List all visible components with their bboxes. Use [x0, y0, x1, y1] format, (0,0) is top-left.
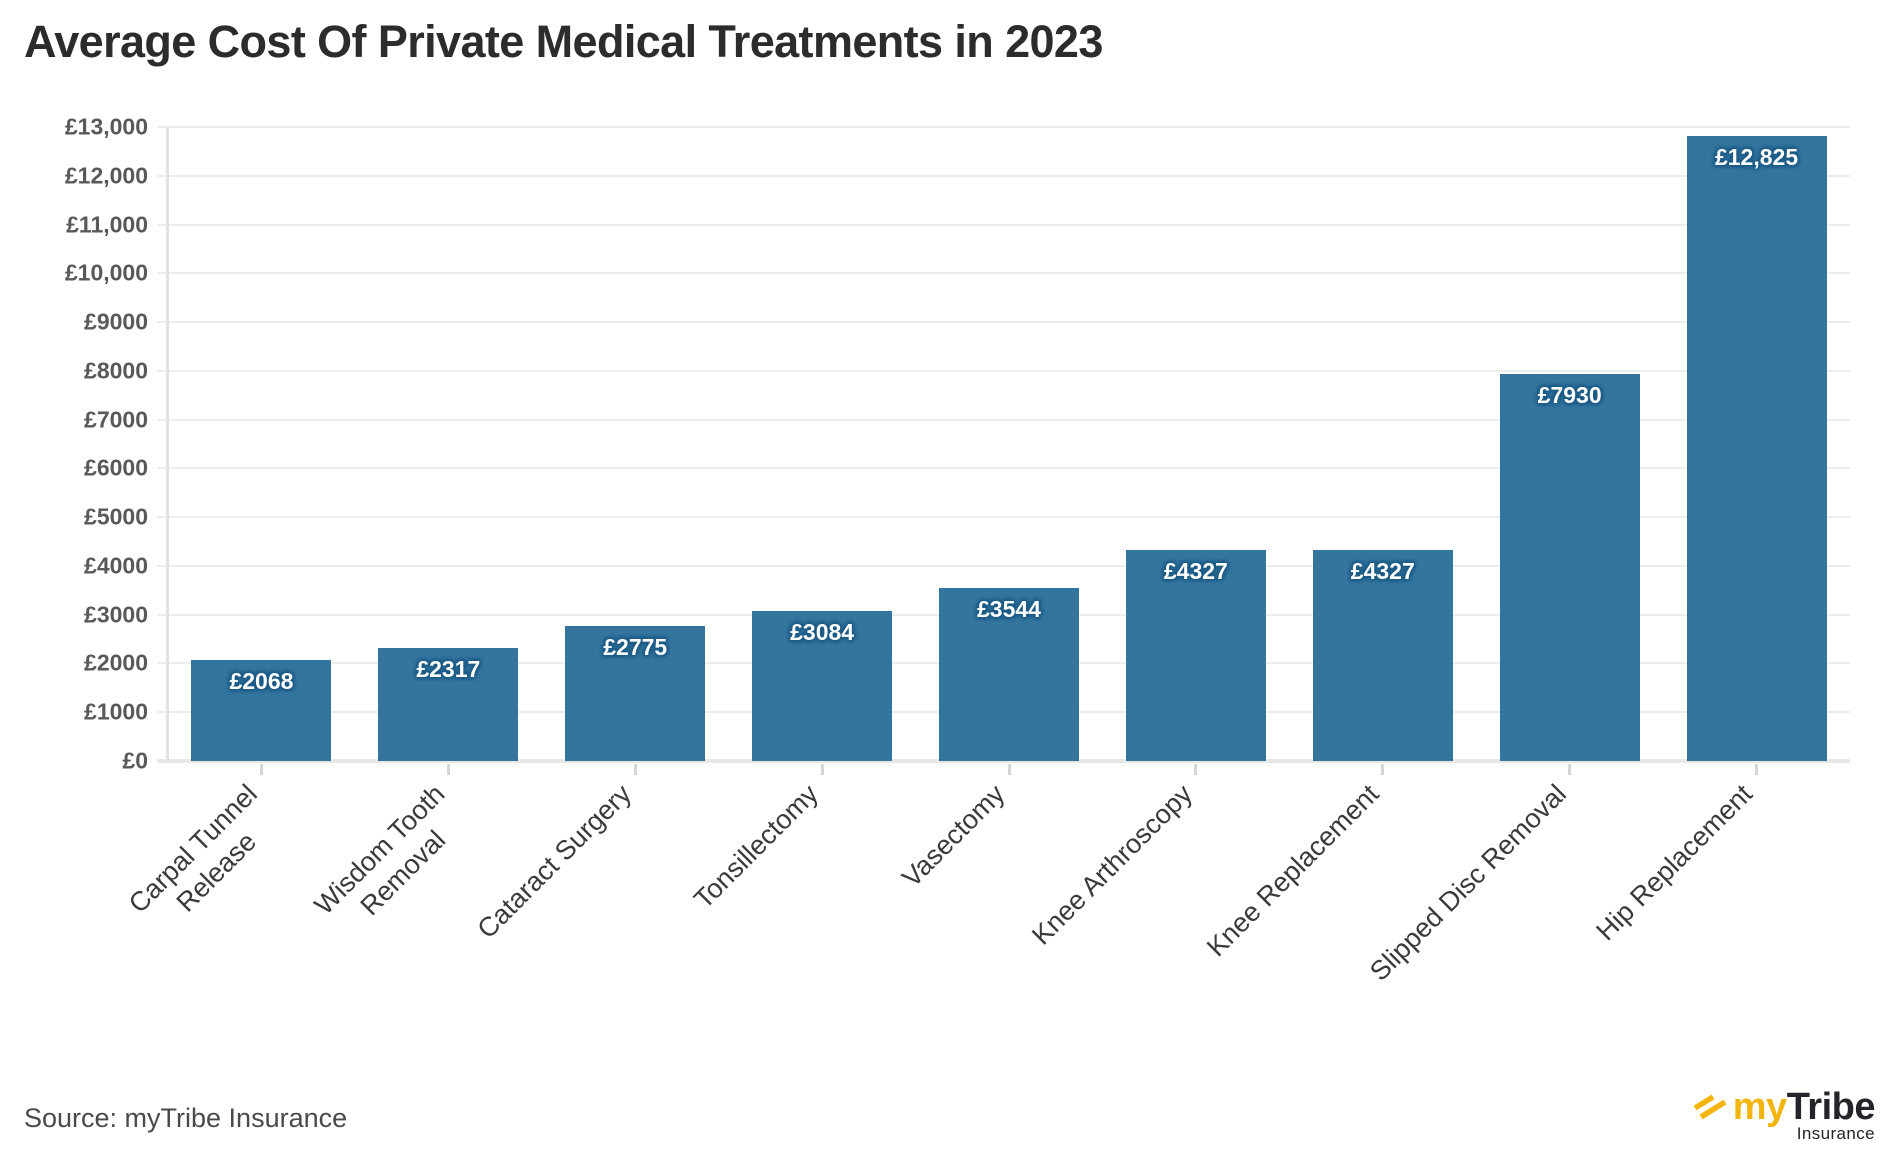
x-axis-category-label: Vasectomy — [896, 778, 1011, 893]
x-axis-category-label: Wisdom Tooth Removal — [308, 778, 451, 922]
bar-value-label: £2068 — [229, 668, 294, 695]
gridline — [157, 126, 1850, 128]
bar-value-label: £2775 — [603, 633, 668, 660]
gridline — [157, 272, 1850, 275]
bar — [752, 610, 893, 761]
bar — [1686, 135, 1827, 761]
mytribe-logo: my Tribe Insurance — [1692, 1086, 1876, 1144]
gridline — [157, 321, 1850, 324]
bar — [1125, 549, 1266, 761]
y-axis-tick-label: £0 — [122, 747, 148, 774]
x-axis-tick — [1755, 764, 1759, 775]
logo-tagline: Insurance — [1796, 1124, 1875, 1143]
gridline — [157, 467, 1850, 470]
bar-value-label: £4327 — [1163, 557, 1228, 584]
y-axis-tick-label: £10,000 — [64, 259, 148, 286]
x-axis-tick — [446, 764, 450, 775]
bar-value-label: £7930 — [1537, 382, 1602, 409]
bar-value-label: £4327 — [1350, 557, 1415, 584]
bar-value-label: £12,825 — [1714, 143, 1799, 170]
gridline — [157, 174, 1850, 177]
bar — [191, 660, 332, 761]
y-axis-tick-label: £7000 — [84, 406, 148, 433]
double-slash-arrows-icon — [1692, 1093, 1728, 1126]
x-axis-category-label: Cataract Surgery — [471, 778, 638, 945]
bar — [1499, 374, 1640, 761]
mytribe-logo-wordmark: my Tribe — [1692, 1086, 1876, 1129]
y-axis-tick-label: £6000 — [84, 454, 148, 481]
bar — [939, 588, 1079, 761]
y-axis-tick-label: £4000 — [84, 552, 148, 579]
gridline — [157, 418, 1850, 421]
y-axis-tick-label: £3000 — [84, 601, 148, 628]
chart-title: Average Cost Of Private Medical Treatmen… — [24, 16, 1103, 67]
bar-value-label: £3084 — [790, 618, 855, 645]
x-axis-category-label: Tonsillectomy — [688, 778, 825, 915]
x-axis-tick — [1194, 764, 1198, 775]
gridline — [157, 516, 1850, 519]
gridline — [157, 223, 1850, 226]
gridline — [157, 564, 1850, 567]
logo-text-my: my — [1732, 1086, 1787, 1128]
y-axis-tick-label: £5000 — [84, 503, 148, 530]
y-axis-tick-label: £13,000 — [64, 113, 148, 140]
x-axis-tick — [1007, 764, 1011, 775]
bar — [1312, 549, 1453, 761]
x-axis-category-label: Knee Replacement — [1201, 778, 1385, 963]
bar — [378, 648, 519, 761]
logo-text-tribe: Tribe — [1786, 1086, 1876, 1128]
x-axis-category-label: Hip Replacement — [1590, 778, 1759, 947]
x-axis-category-label: Slipped Disc Removal — [1363, 778, 1572, 987]
y-axis-tick-label: £8000 — [84, 357, 148, 384]
y-axis-tick-label: £2000 — [84, 649, 148, 676]
source-note: Source: myTribe Insurance — [24, 1103, 348, 1133]
y-axis-line — [166, 127, 169, 761]
bar-value-label: £2317 — [416, 656, 481, 682]
y-axis-tick-label: £9000 — [84, 308, 148, 335]
y-axis-tick-label: £11,000 — [66, 211, 148, 238]
x-axis-tick — [1381, 764, 1385, 775]
y-axis-tick-label: £1000 — [84, 698, 148, 725]
x-axis-category-label: Knee Arthroscopy — [1025, 778, 1198, 951]
x-axis-tick — [259, 764, 263, 775]
x-axis-category-label: Carpal Tunnel Release — [123, 778, 264, 919]
gridline — [157, 369, 1850, 372]
x-axis-baseline — [157, 759, 1850, 763]
x-axis-tick — [633, 764, 637, 775]
x-axis-tick — [1568, 764, 1572, 775]
x-axis-tick — [820, 764, 824, 775]
bar — [565, 625, 706, 761]
y-axis-tick-label: £12,000 — [64, 162, 148, 189]
bar-value-label: £3544 — [977, 596, 1041, 623]
